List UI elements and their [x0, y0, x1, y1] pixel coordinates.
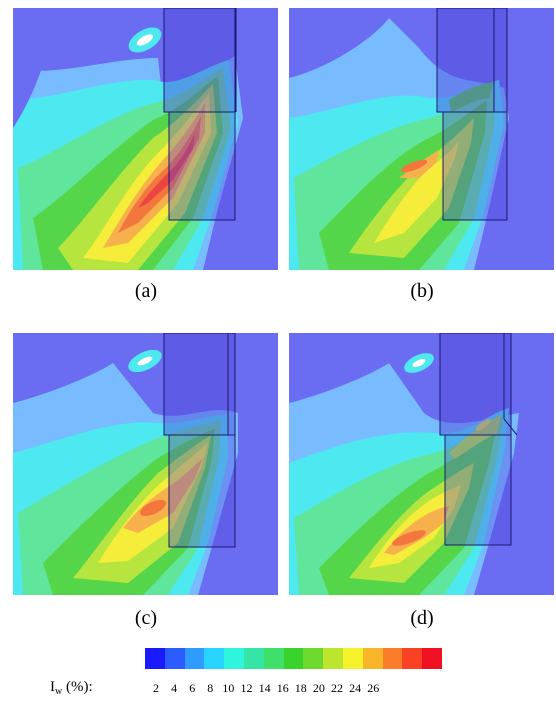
- contour-plot-b: [289, 8, 554, 270]
- colorbar-swatch: [204, 648, 225, 669]
- tick-label: 8: [207, 681, 214, 695]
- colorbar-swatch: [283, 648, 304, 669]
- colorbar-swatch: [243, 648, 264, 669]
- tick-label: 10: [222, 681, 235, 695]
- tick-label: 24: [349, 681, 362, 695]
- colorbar-swatch: [145, 648, 165, 669]
- tick-label: 26: [367, 681, 380, 695]
- contour-map-c: [13, 333, 238, 595]
- legend-symbol: I: [50, 679, 55, 695]
- colorbar-swatch: [224, 648, 244, 669]
- contour-map-d: [289, 333, 519, 595]
- colorbar-swatch: [323, 648, 343, 669]
- tick-label: 6: [189, 681, 196, 695]
- colorbar-swatch: [382, 648, 403, 669]
- colorbar-swatch: [263, 648, 284, 669]
- contour-map-b: [289, 8, 509, 270]
- colorbar-swatch: [184, 648, 205, 669]
- contour-map-a: [13, 8, 243, 270]
- tick-label: 4: [171, 681, 178, 695]
- tick-label: 18: [294, 681, 307, 695]
- tick-label: 22: [331, 681, 343, 695]
- tick-label: 20: [312, 681, 325, 695]
- colorbar-swatch: [402, 648, 423, 669]
- colorbar-swatch: [422, 648, 442, 669]
- contour-plot-d: [289, 333, 554, 595]
- legend-label: Iw (%):: [50, 678, 93, 701]
- panel-caption-b: (b): [410, 280, 434, 302]
- tick-label: 14: [258, 681, 271, 695]
- colorbar-legend: Iw (%): 2 4 6 8 10 12 14 16 18 20 22 24 26: [50, 678, 510, 697]
- panel-caption-c: (c): [134, 607, 158, 629]
- contour-plot-a: [13, 8, 278, 270]
- tick-label: 12: [240, 681, 253, 695]
- colorbar-swatch: [303, 648, 324, 669]
- panel-caption-a: (a): [134, 280, 158, 302]
- colorbar-swatch: [164, 648, 185, 669]
- colorbar-swatch: [362, 648, 383, 669]
- contour-plot-c: [13, 333, 278, 595]
- tick-label: 2: [153, 681, 159, 695]
- legend-subscript: w: [55, 686, 63, 697]
- colorbar-swatch: [342, 648, 363, 669]
- tick-label: 16: [276, 681, 289, 695]
- legend-unit: (%):: [62, 679, 93, 695]
- colorbar: [145, 648, 442, 669]
- panel-caption-d: (d): [410, 607, 434, 629]
